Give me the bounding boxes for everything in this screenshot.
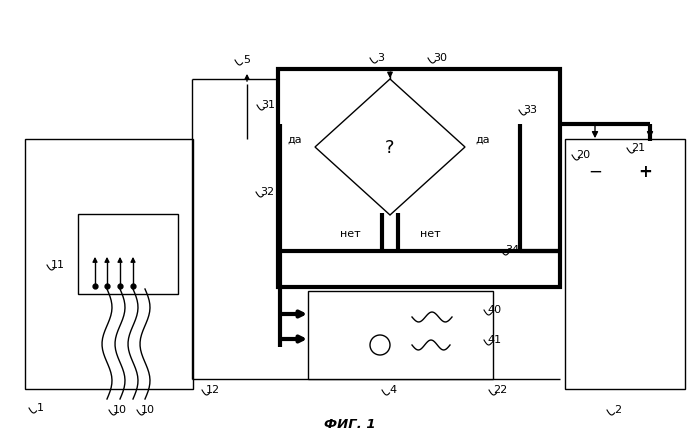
Text: 12: 12	[206, 384, 220, 394]
Text: 3: 3	[377, 53, 384, 63]
Text: 10: 10	[141, 404, 155, 414]
Text: 31: 31	[261, 100, 275, 110]
Text: 40: 40	[488, 304, 502, 314]
Text: 21: 21	[631, 143, 645, 153]
Bar	[565, 140, 685, 389]
Text: 33: 33	[523, 105, 537, 115]
Bar	[308, 291, 493, 379]
Bar	[278, 70, 560, 287]
Text: ФИГ. 1: ФИГ. 1	[324, 417, 376, 431]
Text: нет: нет	[340, 229, 360, 238]
Text: 5: 5	[243, 55, 250, 65]
Text: 11: 11	[51, 259, 65, 269]
Text: 10: 10	[113, 404, 127, 414]
Text: ?: ?	[385, 139, 395, 157]
Text: 34: 34	[505, 244, 519, 254]
Text: 20: 20	[576, 150, 590, 159]
Polygon shape	[315, 80, 465, 215]
Text: 41: 41	[488, 334, 502, 344]
Bar	[25, 140, 193, 389]
Text: +: +	[638, 162, 652, 180]
Bar	[78, 215, 178, 294]
Text: 32: 32	[260, 187, 274, 197]
Text: −: −	[588, 162, 602, 180]
Text: нет: нет	[419, 229, 440, 238]
Text: да: да	[288, 135, 302, 145]
Text: 1: 1	[36, 402, 43, 412]
Text: 22: 22	[493, 384, 507, 394]
Text: 30: 30	[433, 53, 447, 63]
Text: 2: 2	[614, 404, 621, 414]
Text: 4: 4	[389, 384, 396, 394]
Text: да: да	[476, 135, 490, 145]
